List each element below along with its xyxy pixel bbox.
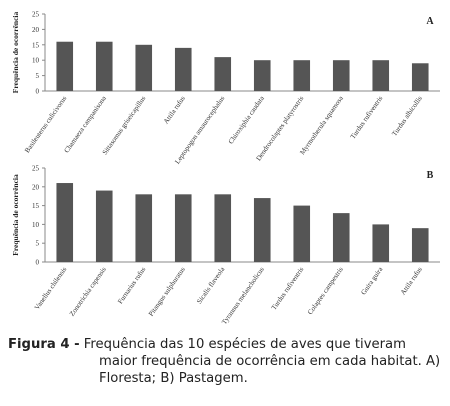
y-tick-label: 5 <box>36 240 40 248</box>
bar <box>95 190 113 262</box>
bar <box>372 224 390 262</box>
chart-pastagem: 0 5 10 15 20 25 Frequência de ocorrência B Vanel… <box>11 165 440 326</box>
bar <box>135 44 153 91</box>
panel-label: A <box>426 16 434 27</box>
category-label: Turdus rufiventris <box>270 265 306 311</box>
category-label: Sittasomus griseicapillus <box>101 94 148 156</box>
category-label: Pitangus sulphuratus <box>147 265 187 317</box>
category-label: Attila rufus <box>399 265 424 296</box>
y-tick-label: 10 <box>32 221 40 229</box>
category-label: Turdus albicollis <box>390 94 424 137</box>
bar <box>174 194 192 262</box>
caption-line-3: Floresta; B) Pastagem. <box>99 371 248 386</box>
y-tick-label: 20 <box>32 183 40 191</box>
caption-line-2: maior frequência de ocorrência em cada h… <box>99 354 441 369</box>
bar <box>95 41 113 91</box>
bar <box>293 60 311 91</box>
y-tick-label: 15 <box>32 41 40 49</box>
y-tick-label: 25 <box>32 11 40 19</box>
y-tick-label: 0 <box>36 259 40 267</box>
bar <box>411 228 429 262</box>
bar <box>56 41 74 91</box>
bar <box>411 63 429 91</box>
figure-charts: 0 5 10 15 20 25 Frequência de ocorrência A Basil… <box>11 11 440 326</box>
bar <box>135 194 153 262</box>
category-label: Chamaeza campanisona <box>63 94 109 155</box>
category-label: Sicalis flaveola <box>195 265 227 306</box>
bar <box>372 60 390 91</box>
category-label: Vanellus chilensis <box>33 265 69 311</box>
bar <box>293 205 311 262</box>
category-label: Furnarius rufus <box>116 265 147 305</box>
chart-floresta: 0 5 10 15 20 25 Frequência de ocorrência A Basil… <box>11 11 440 166</box>
category-label: Basileuterus culicivorus <box>23 94 68 154</box>
bar <box>253 60 271 91</box>
bar <box>214 194 232 262</box>
category-label: Guira guira <box>359 265 384 297</box>
bar <box>56 183 74 262</box>
y-axis-label: Frequência de ocorrência <box>11 12 20 94</box>
y-tick-label: 20 <box>32 26 40 34</box>
category-label: Turdus rufiventris <box>349 94 385 140</box>
y-axis-label: Frequência de ocorrência <box>11 174 20 256</box>
category-label: Myrmotherula squamosa <box>298 94 345 156</box>
y-tick-label: 25 <box>32 165 40 173</box>
bar <box>214 57 232 91</box>
bar <box>174 47 192 91</box>
category-label: Tyrannus melancholicus <box>220 265 266 326</box>
panel-label: B <box>427 170 434 181</box>
y-tick-label: 5 <box>36 72 40 80</box>
caption-line-1: Frequência das 10 espécies de aves que t… <box>79 337 406 352</box>
bar <box>332 60 350 91</box>
y-tick-label: 0 <box>36 88 40 96</box>
bar <box>332 213 350 262</box>
category-label: Attila rufus <box>162 94 187 125</box>
category-label: Zonotrichia capensis <box>68 265 108 317</box>
figure-caption: Figura 4 - Frequência das 10 espécies de… <box>8 336 444 387</box>
category-label: Colaptes campestris <box>306 265 345 316</box>
y-tick-label: 10 <box>32 57 40 65</box>
bar <box>253 198 271 262</box>
y-tick-label: 15 <box>32 202 40 210</box>
caption-label: Figura 4 - <box>8 337 80 352</box>
category-label: Chiroxiphia caudata <box>227 94 267 146</box>
